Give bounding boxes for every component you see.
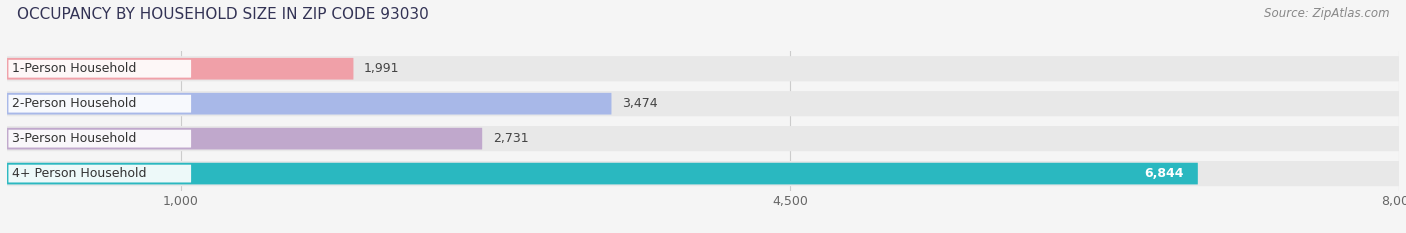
FancyBboxPatch shape [8, 60, 191, 78]
FancyBboxPatch shape [7, 126, 1399, 151]
Text: 1,991: 1,991 [364, 62, 399, 75]
Text: 2-Person Household: 2-Person Household [13, 97, 136, 110]
FancyBboxPatch shape [7, 91, 1399, 116]
Text: 6,844: 6,844 [1144, 167, 1184, 180]
FancyBboxPatch shape [8, 165, 191, 182]
FancyBboxPatch shape [8, 95, 191, 113]
Text: 4+ Person Household: 4+ Person Household [13, 167, 146, 180]
FancyBboxPatch shape [7, 161, 1399, 186]
FancyBboxPatch shape [7, 128, 482, 150]
FancyBboxPatch shape [7, 163, 1198, 185]
Text: OCCUPANCY BY HOUSEHOLD SIZE IN ZIP CODE 93030: OCCUPANCY BY HOUSEHOLD SIZE IN ZIP CODE … [17, 7, 429, 22]
Text: 3,474: 3,474 [621, 97, 658, 110]
FancyBboxPatch shape [7, 93, 612, 115]
Text: 1-Person Household: 1-Person Household [13, 62, 136, 75]
FancyBboxPatch shape [7, 58, 353, 80]
Text: 2,731: 2,731 [492, 132, 529, 145]
FancyBboxPatch shape [8, 130, 191, 147]
Text: Source: ZipAtlas.com: Source: ZipAtlas.com [1264, 7, 1389, 20]
FancyBboxPatch shape [7, 56, 1399, 81]
Text: 3-Person Household: 3-Person Household [13, 132, 136, 145]
